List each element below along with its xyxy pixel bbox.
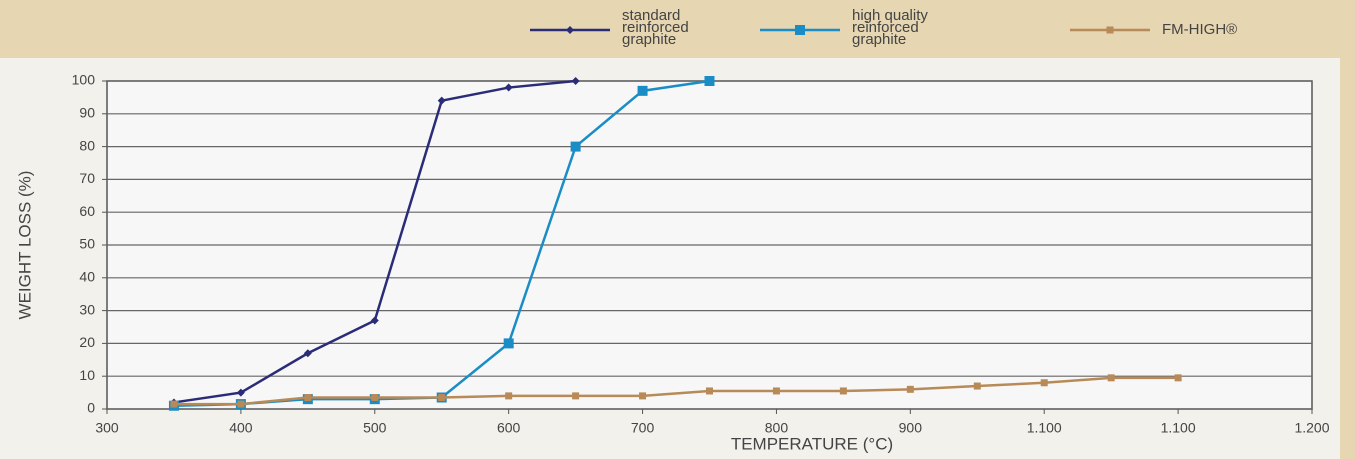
y-tick-label: 10 <box>79 367 95 383</box>
marker <box>1106 26 1114 34</box>
marker <box>237 400 245 408</box>
y-tick-label: 100 <box>72 72 96 88</box>
x-tick-label: 600 <box>497 420 521 436</box>
marker <box>438 394 446 402</box>
y-tick-label: 0 <box>87 400 95 416</box>
marker <box>370 316 379 325</box>
marker <box>1174 374 1182 382</box>
y-tick-label: 80 <box>79 137 95 153</box>
marker <box>906 385 914 393</box>
marker <box>704 76 715 86</box>
marker <box>504 83 513 92</box>
x-tick-label: 1.100 <box>1161 420 1196 436</box>
marker <box>503 338 514 349</box>
x-tick-label: 400 <box>229 420 253 436</box>
marker <box>795 25 805 35</box>
marker <box>839 387 847 395</box>
marker <box>572 392 580 400</box>
marker <box>973 382 981 390</box>
x-tick-label: 1.200 <box>1294 420 1329 436</box>
marker <box>639 392 647 400</box>
marker <box>170 400 178 408</box>
x-tick-label: 300 <box>95 420 119 436</box>
x-tick-label: 500 <box>363 420 387 436</box>
series-line <box>173 376 1179 406</box>
marker <box>505 392 513 400</box>
marker <box>304 394 312 402</box>
y-tick-label: 40 <box>79 269 95 285</box>
marker <box>570 141 581 152</box>
x-tick-label: 1.100 <box>1027 420 1062 436</box>
x-tick-label: 900 <box>899 420 923 436</box>
y-tick-label: 90 <box>79 105 95 121</box>
x-tick-label: 700 <box>631 420 655 436</box>
marker <box>236 388 245 397</box>
marker <box>566 26 574 34</box>
y-tick-label: 60 <box>79 203 95 219</box>
marker <box>303 349 312 358</box>
legend-label: high quality reinforced graphite <box>852 7 928 48</box>
marker <box>706 387 713 395</box>
marker <box>772 387 780 395</box>
marker <box>1107 374 1115 382</box>
y-tick-label: 30 <box>79 301 95 317</box>
y-tick-label: 70 <box>79 170 95 186</box>
y-axis-label: WEIGHT LOSS (%) <box>15 171 34 320</box>
marker <box>1040 379 1048 387</box>
marker <box>437 96 446 105</box>
marker <box>571 77 580 85</box>
marker <box>371 394 379 402</box>
legend-label: standard reinforced graphite <box>622 7 689 48</box>
marker <box>637 85 648 96</box>
y-tick-label: 20 <box>79 334 95 350</box>
y-tick-label: 50 <box>79 236 95 252</box>
legend-label: FM-HIGH® <box>1162 21 1238 38</box>
x-tick-label: 800 <box>765 420 789 436</box>
x-axis-label: TEMPERATURE (°C) <box>731 434 893 453</box>
